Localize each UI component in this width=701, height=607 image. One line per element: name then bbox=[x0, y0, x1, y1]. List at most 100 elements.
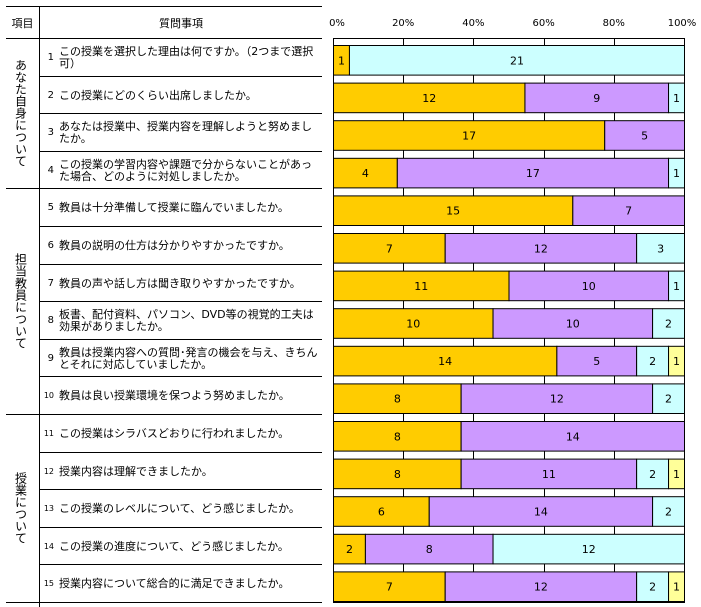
row-divider bbox=[40, 527, 322, 528]
bar-segment bbox=[333, 345, 558, 377]
bar-segment bbox=[636, 233, 685, 264]
bar-segment bbox=[556, 345, 638, 377]
category-divider bbox=[6, 188, 322, 189]
category-divider bbox=[6, 602, 322, 603]
x-tick-label: 100% bbox=[667, 18, 697, 29]
category-divider bbox=[6, 38, 322, 39]
question-number: 12 bbox=[43, 466, 54, 476]
data-label: 7 bbox=[386, 581, 393, 594]
data-label: 1 bbox=[338, 54, 345, 67]
bar-segment bbox=[428, 496, 654, 527]
bar-segment bbox=[668, 270, 686, 302]
bar-segment bbox=[444, 571, 638, 603]
question-text: あなたは授業中、授業内容を理解しようと努めましたか。 bbox=[59, 119, 312, 145]
data-label: 5 bbox=[641, 130, 648, 143]
question-text: 教員の説明の仕方は分かりやすかったですか。 bbox=[59, 238, 290, 252]
bar-segment bbox=[333, 571, 446, 603]
bar-segment bbox=[333, 496, 430, 527]
bar-segment bbox=[460, 458, 638, 490]
question-row: 9 教員は授業内容への質問･発言の機会を与え、きちんとそれに対応していましたか。 bbox=[40, 340, 322, 377]
data-label: 2 bbox=[665, 393, 672, 406]
data-label: 2 bbox=[346, 543, 353, 556]
plot-area bbox=[333, 38, 685, 603]
x-tick-label: 40% bbox=[462, 18, 485, 29]
row-divider bbox=[40, 564, 322, 565]
data-label: 8 bbox=[394, 430, 401, 443]
category-label: 担当教員について bbox=[13, 253, 28, 349]
question-text: 教員は授業内容への質問･発言の機会を与え、きちんとそれに対応していましたか。 bbox=[59, 345, 318, 371]
question-number: 9 bbox=[47, 352, 54, 364]
question-number: 1 bbox=[47, 51, 54, 63]
data-label: 14 bbox=[438, 355, 452, 368]
bar-segment bbox=[668, 157, 686, 189]
row-divider bbox=[40, 489, 322, 490]
bar-segment bbox=[636, 458, 670, 490]
data-label: 11 bbox=[414, 280, 428, 293]
data-label: 7 bbox=[625, 205, 632, 218]
question-number: 8 bbox=[47, 314, 54, 326]
bar-segment bbox=[396, 157, 670, 189]
bar-segment bbox=[333, 458, 462, 490]
row-divider bbox=[40, 113, 322, 114]
question-text: 教員の声や話し方は聞き取りやすかったですか。 bbox=[59, 276, 301, 290]
data-label: 1 bbox=[673, 468, 680, 481]
header-category: 項目 bbox=[11, 17, 34, 30]
bar-segment bbox=[572, 195, 685, 226]
category-divider bbox=[6, 414, 322, 415]
bar-segment bbox=[333, 45, 350, 76]
data-label: 14 bbox=[566, 430, 580, 443]
bar-segment bbox=[668, 82, 686, 114]
bar-segment bbox=[333, 308, 494, 339]
data-label: 2 bbox=[665, 506, 672, 519]
row-divider bbox=[40, 376, 322, 377]
data-label: 12 bbox=[534, 242, 548, 255]
data-label: 10 bbox=[406, 318, 420, 331]
question-text: 授業内容について総合的に満足できましたか。 bbox=[59, 576, 290, 590]
question-text: この授業の進度について、どう感じましたか。 bbox=[59, 539, 289, 553]
row-divider bbox=[40, 151, 322, 152]
data-label: 1 bbox=[673, 280, 680, 293]
bar-segment bbox=[333, 195, 574, 226]
bar-segment bbox=[333, 533, 366, 565]
data-label: 12 bbox=[582, 543, 596, 556]
data-label: 2 bbox=[649, 581, 656, 594]
bar-segment bbox=[444, 233, 638, 264]
question-number: 7 bbox=[47, 277, 54, 289]
data-label: 17 bbox=[526, 167, 540, 180]
table-category-divider bbox=[39, 6, 40, 607]
data-label: 3 bbox=[657, 242, 664, 255]
question-row: 2 この授業にどのくらい出席しましたか。 bbox=[40, 77, 322, 114]
x-tick-label: 0% bbox=[329, 18, 345, 29]
question-row: 15 授業内容について総合的に満足できましたか。 bbox=[40, 565, 322, 602]
bar-segment bbox=[460, 421, 685, 452]
row-divider bbox=[40, 301, 322, 302]
question-text: 授業内容は理解できましたか。 bbox=[59, 464, 213, 478]
data-label: 12 bbox=[422, 92, 436, 105]
table-top-border bbox=[6, 6, 322, 7]
data-label: 10 bbox=[582, 280, 596, 293]
data-label: 1 bbox=[673, 167, 680, 180]
question-row: 5 教員は十分準備して授業に臨んでいましたか。 bbox=[40, 189, 322, 226]
data-label: 2 bbox=[649, 468, 656, 481]
data-label: 11 bbox=[542, 468, 556, 481]
bar-segment bbox=[652, 496, 685, 527]
question-text: 教員は十分準備して授業に臨んでいましたか。 bbox=[59, 200, 289, 214]
question-row: 11 この授業はシラバスどおりに行われましたか。 bbox=[40, 415, 322, 452]
bar-segment bbox=[492, 533, 685, 565]
question-number: 4 bbox=[47, 164, 54, 176]
bar-segment bbox=[460, 383, 654, 414]
header-question: 質問事項 bbox=[159, 17, 203, 30]
data-label: 14 bbox=[534, 506, 548, 519]
question-number: 10 bbox=[43, 390, 54, 400]
data-label: 8 bbox=[394, 468, 401, 481]
x-tick-label: 20% bbox=[392, 18, 415, 29]
question-row: 6 教員の説明の仕方は分かりやすかったですか。 bbox=[40, 227, 322, 264]
bar-segment bbox=[333, 82, 526, 114]
bar-segment bbox=[668, 571, 686, 603]
data-label: 4 bbox=[362, 167, 369, 180]
bar-segment bbox=[652, 308, 685, 339]
bar-segment bbox=[636, 345, 670, 377]
bar-segment bbox=[333, 120, 606, 151]
data-label: 21 bbox=[510, 54, 524, 67]
bar-segment bbox=[524, 82, 670, 114]
